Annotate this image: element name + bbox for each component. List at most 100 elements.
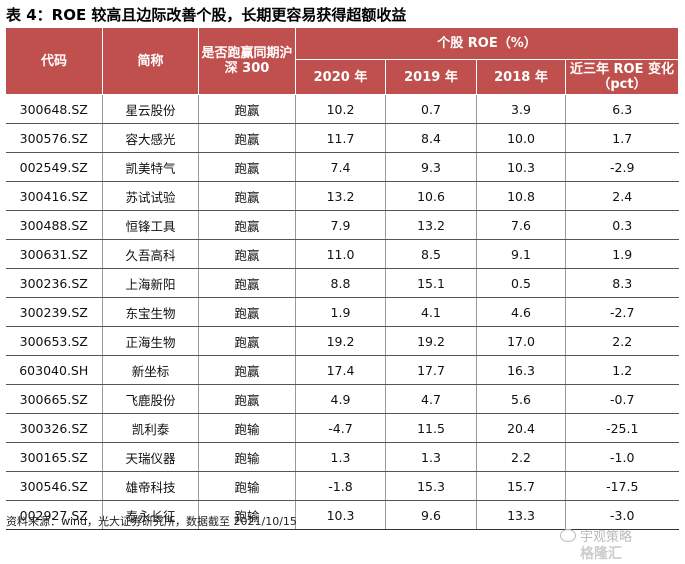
cell-y2020: 8.8: [295, 268, 386, 298]
cell-change: 1.9: [565, 239, 679, 269]
cell-y2019: 13.2: [385, 210, 477, 240]
cell-code: 300165.SZ: [5, 442, 103, 472]
cell-name: 飞鹿股份: [102, 384, 199, 414]
cell-name: 久吾高科: [102, 239, 199, 269]
cell-y2020: 13.2: [295, 181, 386, 211]
table-row: 300546.SZ 雄帝科技 跑输 -1.8 15.3 15.7 -17.5: [5, 471, 679, 501]
cell-y2020: 11.0: [295, 239, 386, 269]
cell-name: 容大感光: [102, 123, 199, 153]
header-change: 近三年 ROE 变化（pct）: [565, 59, 679, 95]
cell-y2018: 17.0: [476, 326, 566, 356]
header-2019: 2019 年: [385, 59, 477, 95]
cell-y2019: 17.7: [385, 355, 477, 385]
cell-y2018: 20.4: [476, 413, 566, 443]
cell-beat: 跑赢: [198, 152, 296, 182]
cell-name: 天瑞仪器: [102, 442, 199, 472]
cell-y2019: 10.6: [385, 181, 477, 211]
table-row: 300631.SZ 久吾高科 跑赢 11.0 8.5 9.1 1.9: [5, 239, 679, 269]
cell-code: 300631.SZ: [5, 239, 103, 269]
cell-name: 新坐标: [102, 355, 199, 385]
header-name: 简称: [102, 27, 199, 95]
cell-y2020: 1.3: [295, 442, 386, 472]
cell-y2020: 7.4: [295, 152, 386, 182]
cell-y2019: 4.7: [385, 384, 477, 414]
cell-y2018: 10.0: [476, 123, 566, 153]
cell-y2018: 5.6: [476, 384, 566, 414]
cell-code: 300648.SZ: [5, 94, 103, 124]
table-body: 300648.SZ 星云股份 跑赢 10.2 0.7 3.9 6.3 300576.SZ 容大感…: [5, 94, 679, 530]
table-row: 300648.SZ 星云股份 跑赢 10.2 0.7 3.9 6.3: [5, 94, 679, 124]
cell-code: 300665.SZ: [5, 384, 103, 414]
cell-change: 0.3: [565, 210, 679, 240]
cell-name: 泰永长征: [102, 500, 199, 530]
table-row: 300653.SZ 正海生物 跑赢 19.2 19.2 17.0 2.2: [5, 326, 679, 356]
cell-y2018: 16.3: [476, 355, 566, 385]
table-row: 300576.SZ 容大感光 跑赢 11.7 8.4 10.0 1.7: [5, 123, 679, 153]
watermark-line2: 格隆汇: [580, 546, 622, 562]
table-row: 002549.SZ 凯美特气 跑赢 7.4 9.3 10.3 -2.9: [5, 152, 679, 182]
cell-y2019: 4.1: [385, 297, 477, 327]
cell-beat: 跑输: [198, 413, 296, 443]
cell-y2019: 1.3: [385, 442, 477, 472]
table-title: 表 4：ROE 较高且边际改善个股，长期更容易获得超额收益: [6, 6, 407, 24]
cell-beat: 跑赢: [198, 239, 296, 269]
table-row: 300665.SZ 飞鹿股份 跑赢 4.9 4.7 5.6 -0.7: [5, 384, 679, 414]
cell-y2020: 10.2: [295, 94, 386, 124]
cell-y2018: 10.8: [476, 181, 566, 211]
cell-y2019: 8.4: [385, 123, 477, 153]
cell-beat: 跑输: [198, 500, 296, 530]
watermark-line1: 宇观策略: [580, 530, 633, 545]
cell-beat: 跑赢: [198, 297, 296, 327]
cell-code: 002549.SZ: [5, 152, 103, 182]
wechat-icon: [560, 529, 576, 542]
cell-beat: 跑赢: [198, 384, 296, 414]
table-row: 300416.SZ 苏试试验 跑赢 13.2 10.6 10.8 2.4: [5, 181, 679, 211]
table-row: 002927.SZ 泰永长征 跑输 10.3 9.6 13.3 -3.0: [5, 500, 679, 530]
cell-y2020: -1.8: [295, 471, 386, 501]
cell-code: 300416.SZ: [5, 181, 103, 211]
cell-beat: 跑赢: [198, 210, 296, 240]
cell-y2019: 0.7: [385, 94, 477, 124]
cell-beat: 跑输: [198, 471, 296, 501]
cell-change: 2.2: [565, 326, 679, 356]
cell-beat: 跑赢: [198, 94, 296, 124]
cell-y2018: 7.6: [476, 210, 566, 240]
cell-y2019: 9.6: [385, 500, 477, 530]
cell-change: -2.7: [565, 297, 679, 327]
cell-y2018: 10.3: [476, 152, 566, 182]
header-beat: 是否跑赢同期沪深 300: [198, 27, 296, 95]
cell-change: -25.1: [565, 413, 679, 443]
header-2018: 2018 年: [476, 59, 566, 95]
cell-name: 恒锋工具: [102, 210, 199, 240]
cell-y2019: 8.5: [385, 239, 477, 269]
cell-beat: 跑赢: [198, 355, 296, 385]
cell-y2018: 3.9: [476, 94, 566, 124]
header-code: 代码: [5, 27, 103, 95]
watermark-brand: 宇观策略: [560, 526, 632, 545]
cell-change: -17.5: [565, 471, 679, 501]
source-note: 资料来源：wind，光大证券研究所，数据截至 2021/10/15: [6, 515, 297, 528]
cell-change: -3.0: [565, 500, 679, 530]
cell-code: 300488.SZ: [5, 210, 103, 240]
cell-code: 300239.SZ: [5, 297, 103, 327]
cell-y2020: 17.4: [295, 355, 386, 385]
cell-change: 6.3: [565, 94, 679, 124]
cell-beat: 跑赢: [198, 123, 296, 153]
cell-y2018: 9.1: [476, 239, 566, 269]
cell-y2018: 13.3: [476, 500, 566, 530]
cell-change: 2.4: [565, 181, 679, 211]
table-row: 300326.SZ 凯利泰 跑输 -4.7 11.5 20.4 -25.1: [5, 413, 679, 443]
cell-change: -2.9: [565, 152, 679, 182]
cell-code: 300653.SZ: [5, 326, 103, 356]
cell-beat: 跑赢: [198, 181, 296, 211]
cell-code: 603040.SH: [5, 355, 103, 385]
cell-name: 星云股份: [102, 94, 199, 124]
cell-y2020: 11.7: [295, 123, 386, 153]
cell-y2018: 2.2: [476, 442, 566, 472]
cell-change: 8.3: [565, 268, 679, 298]
cell-y2018: 4.6: [476, 297, 566, 327]
cell-y2018: 15.7: [476, 471, 566, 501]
cell-change: -0.7: [565, 384, 679, 414]
cell-name: 正海生物: [102, 326, 199, 356]
table-row: 300488.SZ 恒锋工具 跑赢 7.9 13.2 7.6 0.3: [5, 210, 679, 240]
